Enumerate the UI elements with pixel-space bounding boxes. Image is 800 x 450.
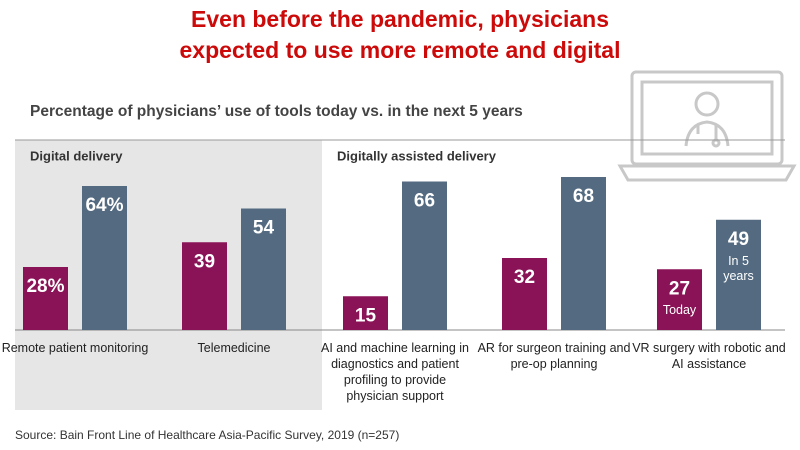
category-label-box: VR surgery with robotic and AI assistanc… [632,341,786,371]
category-label: AI and machine learning in diagnostics a… [320,341,469,403]
laptop-icon [617,70,797,182]
value-label: 68 [573,186,594,207]
value-label: 32 [514,267,535,288]
panel-title: Digital delivery [30,148,123,163]
bar [23,267,68,330]
value-label: 27 [669,278,690,299]
chart-title: Even before the pandemic, physicians exp… [179,6,621,70]
bar [561,177,606,330]
category-label: VR surgery with robotic and AI assistanc… [632,341,786,371]
category-label: Remote patient monitoring [1,341,149,355]
value-label: 15 [355,305,377,326]
bar [402,181,447,330]
value-label: 28% [26,276,64,297]
bar [343,296,388,330]
value-label: 49 [728,229,749,250]
legend-label-box: In 5 years [723,253,754,283]
value-label: 64% [85,195,123,216]
bar [502,258,547,330]
category-label-box: AI and machine learning in diagnostics a… [320,341,469,403]
legend-label: In 5 years [723,253,754,283]
category-label-box: Remote patient monitoring [1,341,149,355]
value-label: 66 [414,191,435,212]
legend-label: Today [662,303,697,318]
bar [241,208,286,330]
category-label-box: AR for surgeon training and pre-op plann… [477,341,631,371]
subtitle: Percentage of physicians’ use of tools t… [30,103,523,120]
bar [657,269,702,330]
category-label: Telemedicine [197,341,271,355]
value-label: 39 [194,251,215,272]
legend-label-box: Today [662,303,697,318]
category-label-box: Telemedicine [197,341,271,355]
panel-title: Digitally assisted delivery [337,148,497,163]
bar [182,242,227,330]
value-label: 54 [253,218,275,239]
source: Source: Bain Front Line of Healthcare As… [15,428,399,442]
title-box: Even before the pandemic, physicians exp… [179,6,621,70]
bar [82,186,127,330]
bar [716,219,761,330]
category-label: AR for surgeon training and pre-op plann… [477,341,631,371]
